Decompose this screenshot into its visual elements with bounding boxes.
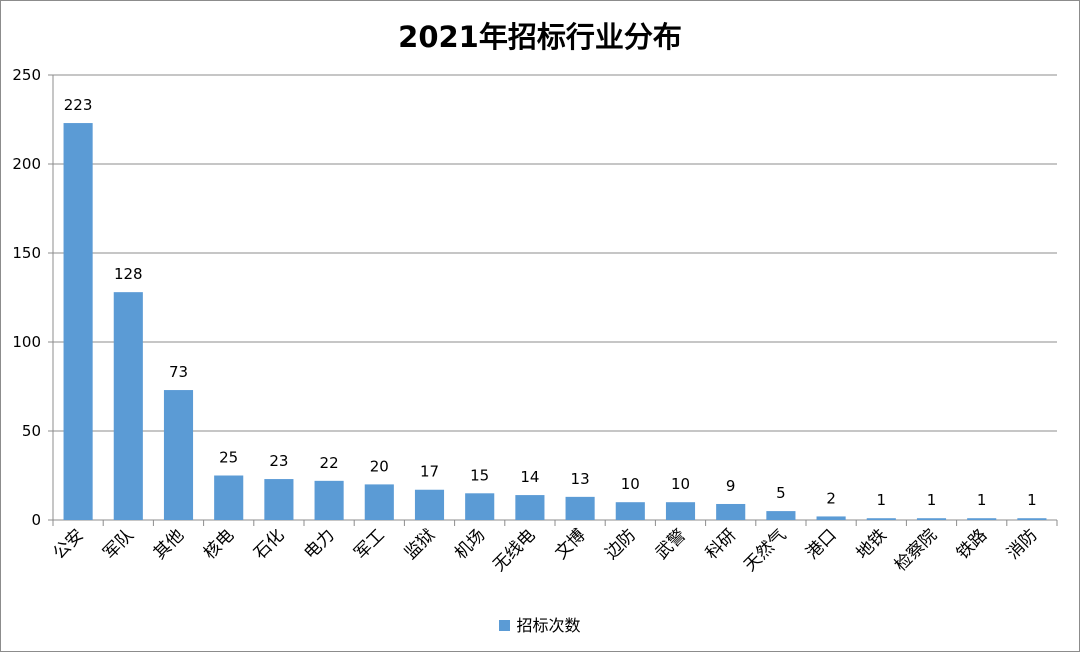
grid-lines [53,74,1057,432]
bar-港口 [816,516,846,520]
data-label: 15 [470,466,489,484]
category-labels: 公安 军队 其他 核电 石化 电力 军工 监狱 机场 无线电 文博 边防 武警 科研 天然气 港口 地铁 检察院铁… [49,525,1041,575]
legend-swatch [499,620,511,631]
bar-消防 [1017,518,1047,520]
category-label: 边防 [602,525,640,563]
data-label: 25 [219,449,238,467]
category-label: 天然气 [740,525,790,575]
bar-石化 [264,479,294,520]
category-label: 其他 [150,525,188,563]
bar-核电 [214,475,244,520]
data-label: 10 [671,475,690,493]
category-label: 铁路 [953,525,991,563]
y-tick-label: 250 [12,66,41,84]
bar-军工 [364,484,394,520]
y-tick-label: 50 [22,422,41,440]
category-label: 军队 [100,525,138,563]
category-label: 核电 [200,525,238,563]
data-label: 22 [320,454,339,472]
data-label: 1 [927,491,937,509]
bar-检察院 [916,518,947,520]
data-label: 23 [269,452,288,470]
data-label: 1 [877,491,887,509]
category-label: 港口 [802,525,840,563]
bar-电力 [314,480,344,520]
bar-其他 [163,390,194,520]
category-label: 机场 [451,525,489,563]
category-label: 文博 [551,525,589,563]
y-tick-label: 0 [31,511,41,529]
data-labels: 223 128 73 25 23 22 20 17 15 14 13 10 10 9 5 2 1 1 1 1 [64,96,1037,509]
bar-武警 [665,502,696,520]
bar-公安 [63,123,93,520]
category-label: 消防 [1003,525,1041,563]
data-label: 9 [726,477,736,495]
bar-监狱 [414,489,445,520]
category-label: 监狱 [401,525,439,563]
bar-铁路 [967,518,997,520]
data-label: 17 [420,463,439,481]
bars [63,123,1047,520]
data-label: 10 [621,475,640,493]
y-tick-label: 150 [12,244,41,262]
bar-文博 [565,496,595,520]
category-label: 石化 [250,525,288,563]
data-label: 128 [114,265,143,283]
bar-军队 [113,292,143,520]
data-label: 14 [520,468,539,486]
bar-机场 [465,493,495,520]
category-label: 电力 [300,525,338,563]
category-label: 地铁 [853,525,891,563]
data-label: 20 [370,457,389,475]
legend-label: 招标次数 [516,616,581,635]
bar-天然气 [766,511,796,520]
category-label: 检察院 [891,525,941,575]
data-label: 13 [571,470,590,488]
data-label: 223 [64,96,93,114]
category-label: 武警 [652,525,690,563]
data-label: 5 [776,484,786,502]
bar-无线电 [515,495,545,520]
bar-边防 [615,502,645,520]
y-tick-label: 100 [12,333,41,351]
data-label: 73 [169,363,188,381]
category-label: 无线电 [489,525,539,575]
bar-地铁 [866,518,896,520]
bar-科研 [716,503,746,520]
category-label: 军工 [351,525,389,563]
data-label: 1 [1027,491,1037,509]
category-label: 公安 [49,525,87,563]
chart-title: 2021年招标行业分布 [398,20,682,54]
data-label: 1 [977,491,987,509]
data-label: 2 [826,489,836,507]
legend: 招标次数 [0,612,1080,636]
y-tick-label: 200 [12,155,41,173]
category-label: 科研 [702,525,740,563]
